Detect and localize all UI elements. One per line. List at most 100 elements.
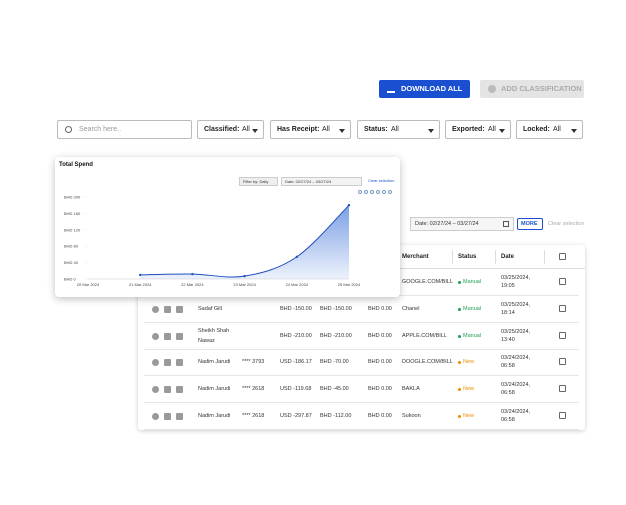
cell-name: Nadim Jarudi bbox=[198, 359, 231, 366]
row-checkbox[interactable] bbox=[559, 385, 566, 393]
date-text: Date: 02/27/24 – 03/27/24 bbox=[415, 221, 479, 227]
y-tick-label: BHD 80 bbox=[64, 244, 79, 249]
filter-value: All bbox=[488, 126, 496, 133]
cell-merchant: DOOGLE.COM/BILL bbox=[402, 359, 453, 366]
filter-dropdown[interactable]: Status: All bbox=[357, 120, 440, 139]
row-icon[interactable] bbox=[164, 413, 171, 420]
row-checkbox[interactable] bbox=[559, 358, 566, 366]
cell-amount: USD -186.17 bbox=[280, 359, 312, 366]
plot: BHD 0 BHD 40 BHD 80 BHD 120 BHD 160 BHD 200 20… bbox=[64, 195, 361, 288]
status-text: New bbox=[463, 359, 475, 366]
filter-select[interactable]: Filter by: Daily bbox=[239, 177, 278, 186]
cell-bhd: BHD -150.00 bbox=[320, 305, 352, 312]
status-text: Manual bbox=[463, 279, 482, 285]
header-checkbox[interactable] bbox=[559, 253, 566, 260]
cell-time: 19:05 bbox=[501, 283, 515, 289]
y-tick-label: BHD 0 bbox=[64, 277, 77, 282]
cell-amount: BHD -210.00 bbox=[280, 332, 312, 339]
dropdown-caret bbox=[252, 129, 258, 133]
point bbox=[191, 272, 194, 276]
cell-bhd0: BHD 0.00 bbox=[368, 305, 392, 312]
row-icon[interactable] bbox=[176, 359, 183, 367]
more-label: MORE bbox=[521, 221, 538, 227]
cell-card: **** 3793 bbox=[242, 359, 265, 366]
status-text: New bbox=[463, 413, 475, 419]
cell-merchant: APPLE.COM/BILL bbox=[402, 332, 447, 339]
dropdown-caret bbox=[339, 129, 345, 133]
cell-bhd: BHD -70.00 bbox=[320, 359, 349, 366]
row-icon[interactable] bbox=[164, 386, 171, 394]
row-icon[interactable] bbox=[164, 305, 171, 313]
cell-amount: USD -297.87 bbox=[280, 413, 312, 419]
row-icon[interactable] bbox=[164, 359, 171, 367]
x-tick-label: 20 Mar 2024 bbox=[77, 282, 100, 287]
row-icon[interactable] bbox=[152, 359, 159, 367]
status-dot bbox=[458, 281, 461, 284]
row-icon[interactable] bbox=[164, 332, 171, 340]
row-icon[interactable] bbox=[176, 413, 183, 420]
status-dot bbox=[458, 334, 461, 338]
cell-time: 06:58 bbox=[501, 363, 515, 370]
cell-merchant: Chanel bbox=[402, 305, 420, 312]
row-icon[interactable] bbox=[176, 332, 183, 340]
toolbar-icon[interactable] bbox=[364, 190, 368, 194]
filter-label: Status: bbox=[364, 126, 388, 133]
filter-dropdown[interactable]: Locked: All bbox=[516, 120, 583, 139]
search-icon bbox=[65, 126, 72, 133]
cell-date: 03/24/2024, bbox=[501, 355, 531, 362]
cell-bhd: BHD -112.00 bbox=[320, 413, 352, 419]
filter-dropdown[interactable]: Exported: All bbox=[445, 120, 511, 139]
toolbar-icon[interactable] bbox=[376, 190, 380, 194]
y-tick-label: BHD 40 bbox=[64, 260, 79, 265]
row-checkbox[interactable] bbox=[559, 412, 566, 419]
clear-selection[interactable]: Clear selection bbox=[548, 221, 585, 227]
download-button[interactable]: DOWNLOAD ALL bbox=[379, 80, 470, 98]
cell-name: Nawaz bbox=[198, 337, 215, 344]
chart-clear[interactable]: Clear selection bbox=[368, 178, 395, 183]
filter-dropdown[interactable]: Has Receipt: All bbox=[270, 120, 351, 139]
row-checkbox[interactable] bbox=[559, 278, 566, 285]
toolbar-icon[interactable] bbox=[370, 190, 374, 194]
toolbar-icon[interactable] bbox=[382, 190, 386, 194]
cell-amount: USD -119.68 bbox=[280, 386, 312, 393]
cell-bhd0: BHD 0.00 bbox=[368, 359, 392, 366]
cell-bhd0: BHD 0.00 bbox=[368, 413, 392, 419]
filter-value: All bbox=[391, 126, 399, 133]
y-tick-label: BHD 120 bbox=[64, 227, 81, 232]
toolbar-icon[interactable] bbox=[388, 190, 392, 194]
status-dot bbox=[458, 307, 461, 311]
row-icon[interactable] bbox=[152, 305, 159, 313]
status-text: Manual bbox=[463, 332, 482, 339]
cell-date: 03/25/2024, bbox=[501, 275, 531, 281]
point bbox=[243, 274, 246, 278]
row-icon[interactable] bbox=[152, 413, 159, 420]
cell-bhd0: BHD 0.00 bbox=[368, 386, 392, 393]
column-header: Merchant bbox=[402, 254, 429, 260]
status-dot bbox=[458, 388, 461, 392]
search-placeholder: Search here.. bbox=[79, 126, 122, 133]
x-tick-label: 23 Mar 2024 bbox=[233, 282, 256, 287]
row-border bbox=[144, 348, 579, 350]
dropdown-caret bbox=[571, 129, 577, 133]
row-checkbox[interactable] bbox=[559, 304, 566, 312]
row-border bbox=[144, 321, 579, 323]
row-border bbox=[144, 402, 579, 404]
cell-date: 03/25/2024, bbox=[501, 301, 531, 308]
date-range[interactable]: Date: 02/27/24 – 03/27/24 bbox=[410, 217, 514, 231]
chart-title: Total Spend bbox=[59, 162, 93, 168]
cell-bhd0: BHD 0.00 bbox=[368, 332, 392, 339]
more-button[interactable]: MORE bbox=[517, 218, 543, 230]
search-box[interactable]: Search here.. bbox=[57, 120, 192, 139]
y-tick-label: BHD 160 bbox=[64, 211, 81, 216]
chart-date[interactable]: Date: 02/27/24 – 03/27/24 bbox=[281, 177, 362, 186]
row-icon[interactable] bbox=[176, 305, 183, 313]
filter-dropdown[interactable]: Classified: All bbox=[197, 120, 264, 139]
toolbar-icon[interactable] bbox=[358, 190, 362, 194]
add-classification-button[interactable]: ADD CLASSIFICATION bbox=[480, 80, 584, 98]
row-checkbox[interactable] bbox=[559, 331, 566, 339]
row-icon[interactable] bbox=[176, 386, 183, 394]
cell-name: Nadim Jarudi bbox=[198, 386, 231, 393]
row-icon[interactable] bbox=[152, 386, 159, 394]
row-icon[interactable] bbox=[152, 332, 159, 340]
